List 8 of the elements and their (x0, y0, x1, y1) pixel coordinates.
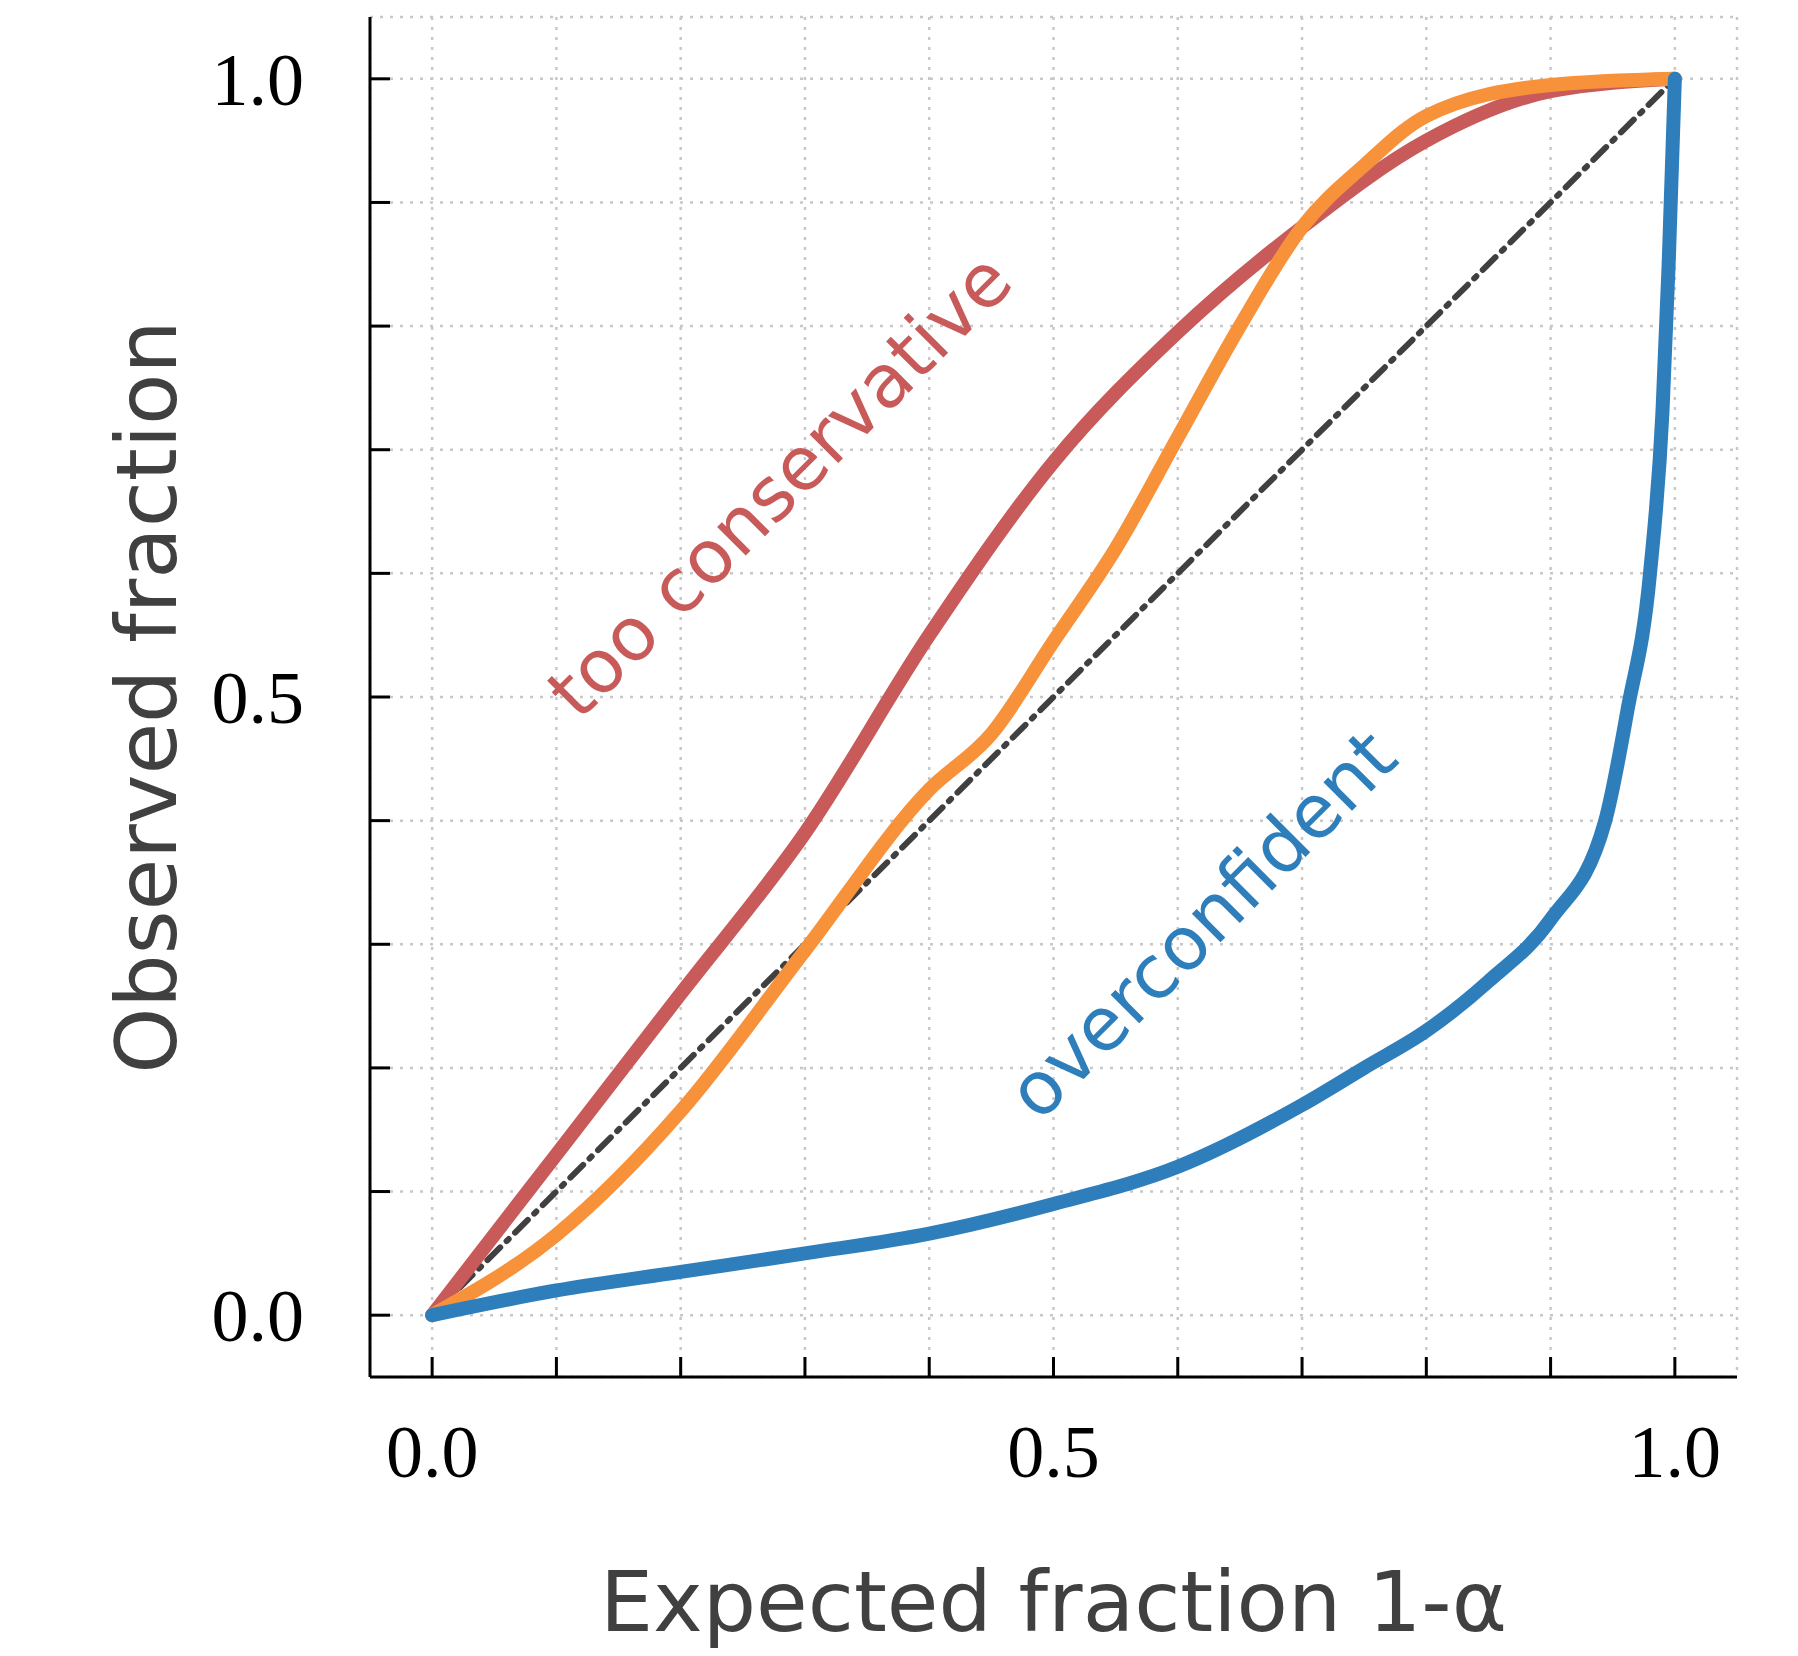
y-axis-title: Observed fraction (98, 320, 196, 1074)
y-tick-label: 1.0 (211, 38, 304, 121)
x-tick-label: 1.0 (1628, 1411, 1722, 1493)
y-tick-label: 0.0 (211, 1275, 304, 1358)
x-axis-title: Expected fraction 1-α (598, 1553, 1509, 1651)
x-tick-label: 0.5 (1007, 1411, 1100, 1493)
y-tick-label: 0.5 (211, 657, 304, 739)
x-tick-label: 0.0 (385, 1411, 479, 1493)
